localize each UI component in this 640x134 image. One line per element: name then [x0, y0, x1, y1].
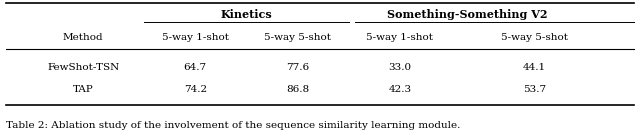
Text: Something-Something V2: Something-Something V2: [387, 9, 547, 20]
Text: TAP: TAP: [73, 85, 93, 94]
Text: 5-way 5-shot: 5-way 5-shot: [264, 33, 331, 42]
Text: Table 2: Ablation study of the involvement of the sequence similarity learning m: Table 2: Ablation study of the involveme…: [6, 121, 461, 130]
Text: 5-way 1-shot: 5-way 1-shot: [367, 33, 433, 42]
Text: 33.0: 33.0: [388, 63, 412, 72]
Text: 44.1: 44.1: [523, 63, 546, 72]
Text: 74.2: 74.2: [184, 85, 207, 94]
Text: 77.6: 77.6: [286, 63, 309, 72]
Text: Kinetics: Kinetics: [221, 9, 272, 20]
Text: Method: Method: [63, 33, 104, 42]
Text: FewShot-TSN: FewShot-TSN: [47, 63, 119, 72]
Text: 53.7: 53.7: [523, 85, 546, 94]
Text: 5-way 5-shot: 5-way 5-shot: [501, 33, 568, 42]
Text: 64.7: 64.7: [184, 63, 207, 72]
Text: 86.8: 86.8: [286, 85, 309, 94]
Text: 5-way 1-shot: 5-way 1-shot: [162, 33, 228, 42]
Text: 42.3: 42.3: [388, 85, 412, 94]
